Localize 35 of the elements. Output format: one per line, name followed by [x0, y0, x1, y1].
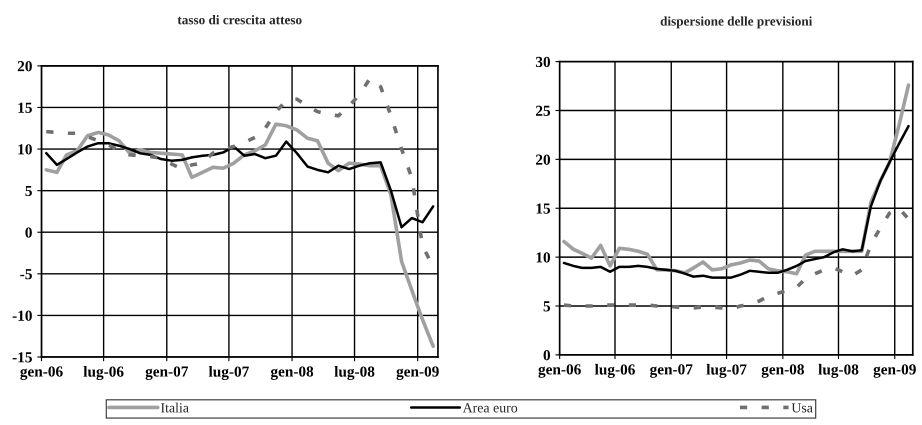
legend-label: Italia: [160, 402, 189, 412]
y-tick-label: 0: [544, 350, 550, 360]
y-tick-label: 5: [544, 301, 550, 312]
y-tick-label: 10: [18, 144, 32, 155]
x-tick-label: gen-08: [270, 366, 314, 380]
chart-title: tasso di crescita atteso: [178, 15, 302, 24]
x-tick-label: lug-06: [84, 366, 124, 380]
legend-label: Area euro: [462, 403, 518, 412]
x-tick-label: lug-08: [818, 364, 858, 378]
y-tick-label: -5: [20, 269, 32, 280]
y-tick-label: 15: [536, 203, 550, 214]
y-tick-label: 25: [536, 106, 550, 116]
y-tick-label: 20: [18, 61, 32, 72]
x-tick-label: gen-09: [396, 366, 439, 380]
x-tick-label: gen-06: [538, 364, 581, 378]
x-tick-label: lug-06: [594, 364, 635, 378]
x-tick-label: lug-08: [334, 366, 374, 380]
chart-title: dispersione delle previsioni: [660, 16, 812, 28]
y-tick-label: -15: [12, 352, 32, 362]
y-tick-label: 15: [18, 102, 32, 113]
x-tick-label: lug-07: [208, 366, 249, 380]
x-tick-label: lug-07: [706, 364, 747, 378]
legend-label: Usa: [792, 403, 813, 412]
y-tick-label: 30: [536, 56, 550, 68]
x-tick-label: gen-09: [874, 364, 916, 378]
y-tick-label: 0: [25, 227, 32, 238]
y-tick-label: 10: [536, 252, 550, 263]
x-tick-label: gen-08: [762, 364, 804, 378]
x-tick-label: gen-07: [650, 364, 693, 378]
line-series: [44, 122, 435, 348]
x-tick-label: gen-06: [20, 366, 63, 380]
y-tick-label: -10: [12, 310, 32, 321]
x-tick-label: gen-07: [146, 366, 188, 380]
y-tick-label: 20: [536, 154, 550, 165]
y-tick-label: 5: [25, 186, 32, 196]
